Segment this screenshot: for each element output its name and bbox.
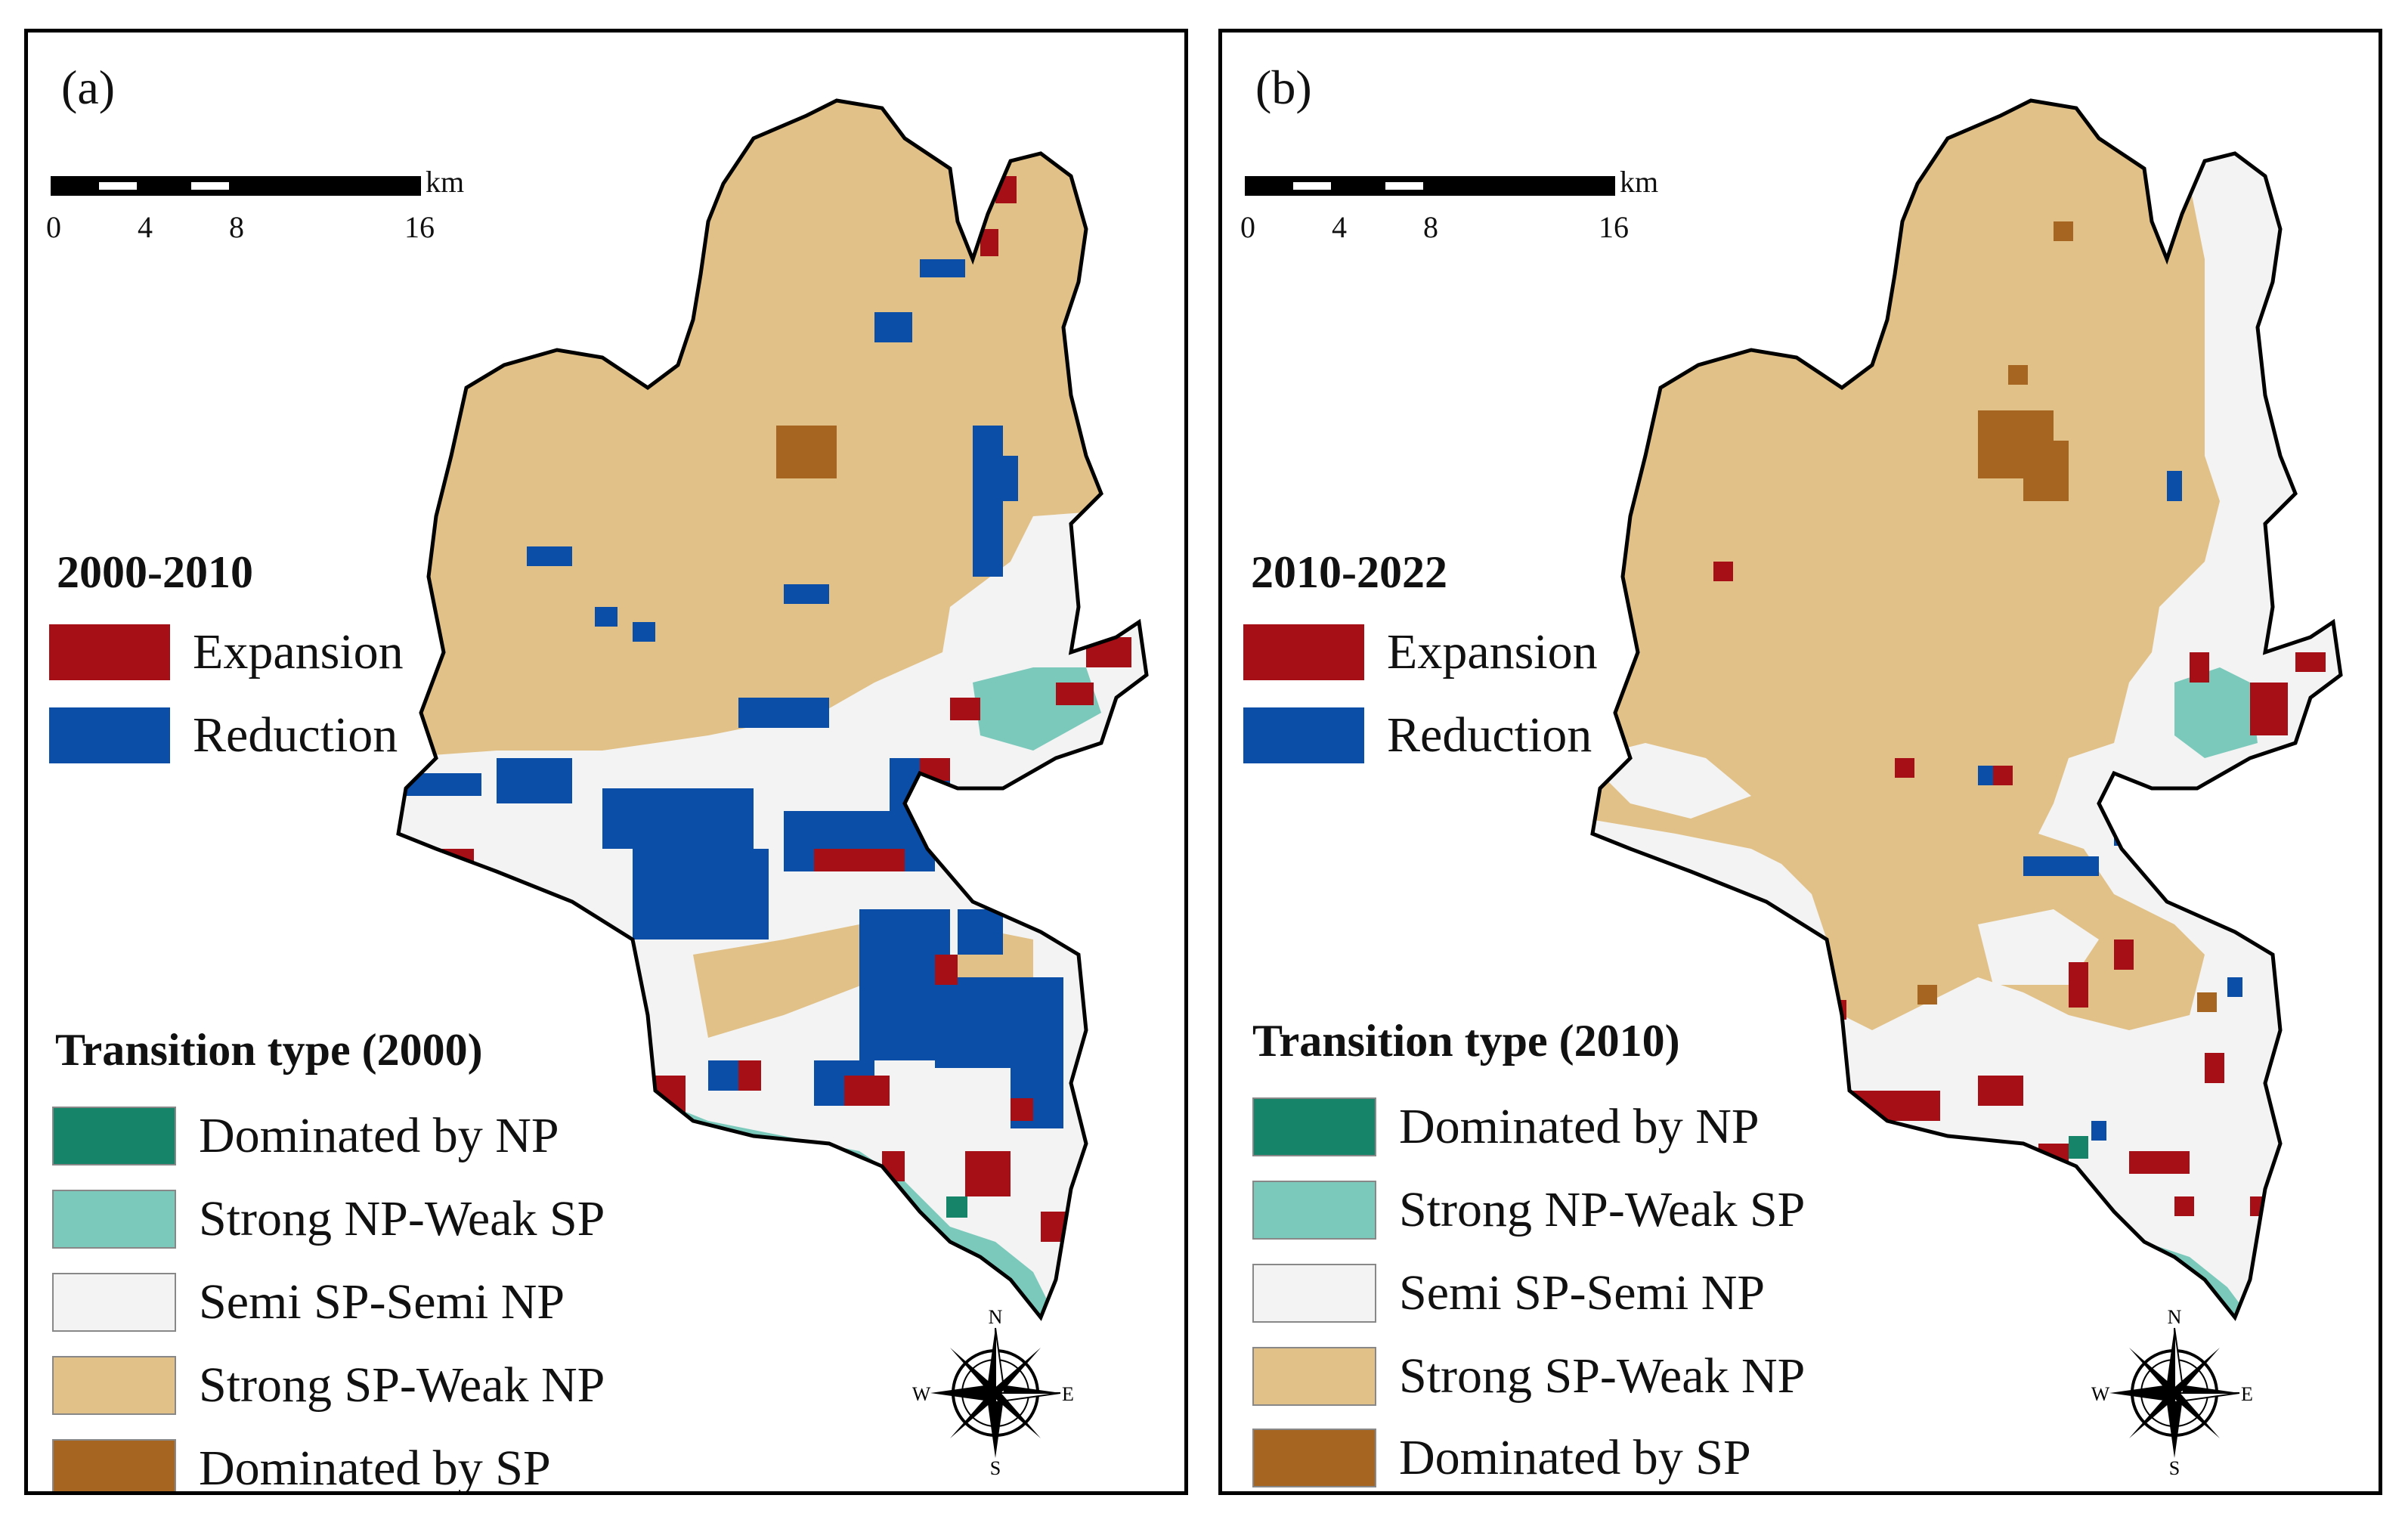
compass-n: N <box>989 1310 1003 1328</box>
scale-bar: 0 4 8 16 km <box>1240 165 1668 259</box>
dominated-by-sp-patches <box>1917 221 2217 1012</box>
legend-swatch <box>52 1439 176 1491</box>
legend-item-dominated-sp: Dominated by SP <box>52 1438 551 1495</box>
legend-swatch <box>52 1273 176 1332</box>
legend-item-strong-sp: Strong SP-Weak NP <box>1252 1346 1805 1407</box>
scale-unit: km <box>1620 165 1659 199</box>
scale-tick: 8 <box>1423 210 1438 244</box>
legend-item-reduction: Reduction <box>1243 705 1592 766</box>
legend-swatch <box>1252 1181 1376 1240</box>
compass-s: S <box>2169 1457 2180 1476</box>
legend-label: Expansion <box>193 624 404 679</box>
legend-item-dominated-np: Dominated by NP <box>1252 1097 1760 1157</box>
compass-e: E <box>1062 1383 1074 1405</box>
scale-tick: 16 <box>1599 210 1629 244</box>
legend-item-strong-sp: Strong SP-Weak NP <box>52 1355 605 1416</box>
legend-label: Reduction <box>1387 707 1592 763</box>
period-title: 2010-2022 <box>1251 547 1447 597</box>
legend-item-dominated-np: Dominated by NP <box>52 1106 559 1166</box>
scale-tick: 8 <box>229 210 244 244</box>
scale-tick: 0 <box>46 210 61 244</box>
period-title: 2000-2010 <box>57 547 253 597</box>
map-panel-b: (b) 0 4 8 16 km 2010-2022 Expansion Redu… <box>1218 29 2382 1495</box>
legend-label: Dominated by SP <box>199 1441 551 1495</box>
legend-item-reduction: Reduction <box>49 705 398 766</box>
compass-w: W <box>2091 1383 2110 1405</box>
legend-item-dominated-sp: Dominated by SP <box>1252 1428 1751 1488</box>
legend-label: Strong NP-Weak SP <box>199 1191 605 1246</box>
scale-bar: 0 4 8 16 km <box>46 165 474 259</box>
transition-legend-title: Transition type (2010) <box>1252 1016 1680 1066</box>
expansion-cells <box>1713 562 2326 1216</box>
legend-swatch <box>49 624 170 680</box>
legend-swatch <box>1252 1347 1376 1406</box>
dominated-by-np-patch <box>946 1196 967 1218</box>
legend-swatch <box>52 1190 176 1249</box>
compass-e: E <box>2241 1383 2253 1405</box>
compass-n: N <box>2168 1310 2182 1328</box>
dominated-by-sp-patch <box>776 426 837 478</box>
scale-tick: 4 <box>138 210 153 244</box>
transition-legend-title: Transition type (2000) <box>55 1025 483 1075</box>
legend-item-expansion: Expansion <box>1243 622 1598 683</box>
region-map-b <box>1222 33 2382 1495</box>
legend-label: Dominated by NP <box>1399 1099 1760 1154</box>
scale-tick: 0 <box>1240 210 1255 244</box>
strong-np-weak-sp-zone <box>2174 667 2258 758</box>
legend-swatch <box>1243 624 1364 680</box>
legend-swatch <box>49 707 170 763</box>
legend-label: Expansion <box>1387 624 1598 679</box>
scale-unit: km <box>426 165 465 199</box>
legend-item-expansion: Expansion <box>49 622 404 683</box>
legend-item-strong-np: Strong NP-Weak SP <box>52 1189 605 1249</box>
dominated-by-np-patch <box>2069 1136 2088 1159</box>
legend-label: Dominated by SP <box>1399 1430 1751 1485</box>
legend-item-semi: Semi SP-Semi NP <box>52 1272 565 1333</box>
legend-swatch <box>1243 707 1364 763</box>
expansion-cells <box>436 176 1131 1242</box>
compass-s: S <box>990 1457 1001 1476</box>
region-map-a <box>28 33 1188 1495</box>
map-panel-a: (a) 0 4 8 16 km 2000-2010 Expansion Redu… <box>24 29 1188 1495</box>
legend-label: Reduction <box>193 707 398 763</box>
scale-tick: 4 <box>1332 210 1347 244</box>
scale-tick: 16 <box>404 210 435 244</box>
legend-swatch <box>1252 1264 1376 1323</box>
legend-swatch <box>52 1107 176 1165</box>
legend-label: Strong SP-Weak NP <box>1399 1348 1806 1404</box>
legend-swatch <box>1252 1429 1376 1487</box>
legend-item-strong-np: Strong NP-Weak SP <box>1252 1180 1805 1240</box>
north-arrow-icon: N S E W <box>2091 1310 2253 1476</box>
north-arrow-icon: N S E W <box>912 1310 1074 1476</box>
legend-label: Strong SP-Weak NP <box>199 1357 605 1413</box>
legend-label: Strong NP-Weak SP <box>1399 1182 1806 1237</box>
scale-bar-graphic <box>51 176 421 196</box>
panel-label: (a) <box>61 60 116 114</box>
legend-swatch <box>52 1356 176 1415</box>
legend-label: Dominated by NP <box>199 1108 559 1163</box>
scale-bar-graphic <box>1245 176 1615 196</box>
legend-label: Semi SP-Semi NP <box>1399 1265 1766 1320</box>
strong-sp-weak-np-zone <box>693 924 882 1038</box>
legend-swatch <box>1252 1097 1376 1156</box>
legend-item-semi: Semi SP-Semi NP <box>1252 1263 1765 1323</box>
panel-label: (b) <box>1255 60 1312 114</box>
compass-w: W <box>912 1383 931 1405</box>
legend-label: Semi SP-Semi NP <box>199 1274 565 1330</box>
